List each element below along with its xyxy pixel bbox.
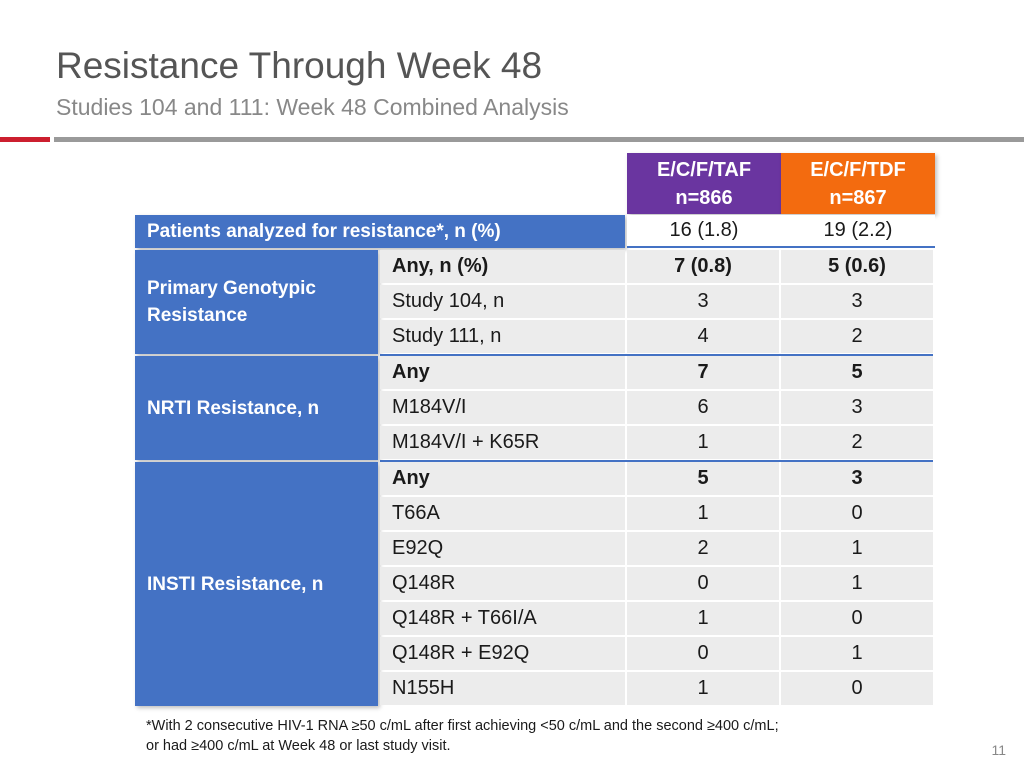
table-row-label: Any, n (%) — [380, 250, 625, 283]
table-cell-taf: 2 — [627, 532, 779, 565]
column-header-tdf-name: E/C/F/TDF — [810, 158, 906, 181]
column-header-tdf-n: n=867 — [829, 186, 887, 209]
table-cell-tdf: 3 — [781, 285, 933, 318]
table-cell-taf: 1 — [627, 497, 779, 530]
table-cell-taf: 7 — [627, 356, 779, 389]
group-divider — [380, 354, 933, 356]
group-label-primary-genotypic: Primary Genotypic Resistance — [135, 250, 378, 354]
title-rule — [54, 137, 1024, 142]
table-cell-tdf: 0 — [781, 602, 933, 635]
table-cell-taf: 3 — [627, 285, 779, 318]
page-number: 11 — [991, 742, 1006, 758]
table-cell-tdf: 2 — [781, 320, 933, 353]
table-row-label: Study 111, n — [380, 320, 625, 353]
table-cell-taf: 0 — [627, 567, 779, 600]
table-cell-taf: 4 — [627, 320, 779, 353]
table-cell-tdf: 1 — [781, 637, 933, 670]
table-row-label: Q148R + T66I/A — [380, 602, 625, 635]
table-cell-taf: 1 — [627, 672, 779, 705]
table-row-label: M184V/I + K65R — [380, 426, 625, 459]
table-row-label: Any — [380, 356, 625, 389]
table-cell-tdf: 3 — [781, 391, 933, 424]
patients-analyzed-label: Patients analyzed for resistance*, n (%) — [135, 215, 625, 248]
page-subtitle: Studies 104 and 111: Week 48 Combined An… — [56, 94, 569, 120]
column-header-tdf: E/C/F/TDF n=867 — [781, 153, 935, 214]
table-cell-tdf: 1 — [781, 567, 933, 600]
table-cell-tdf: 3 — [781, 462, 933, 495]
table-cell-taf: 1 — [627, 602, 779, 635]
table-cell-taf: 5 — [627, 462, 779, 495]
table-cell-taf: 7 (0.8) — [627, 250, 779, 283]
table-row-label: T66A — [380, 497, 625, 530]
column-header-taf-n: n=866 — [675, 186, 733, 209]
table-cell-tdf: 2 — [781, 426, 933, 459]
patients-analyzed-tdf: 19 (2.2) — [781, 215, 935, 248]
column-header-taf-name: E/C/F/TAF — [656, 158, 752, 181]
table-row-label: Q148R — [380, 567, 625, 600]
table-row-label: E92Q — [380, 532, 625, 565]
table-row-label: Study 104, n — [380, 285, 625, 318]
group-divider — [380, 460, 933, 462]
footnote-line: *With 2 consecutive HIV-1 RNA ≥50 c/mL a… — [146, 718, 779, 734]
table-cell-tdf: 0 — [781, 497, 933, 530]
table-cell-tdf: 5 — [781, 356, 933, 389]
group-label-nrti: NRTI Resistance, n — [135, 356, 378, 460]
table-cell-tdf: 5 (0.6) — [781, 250, 933, 283]
table-cell-taf: 1 — [627, 426, 779, 459]
patients-analyzed-taf: 16 (1.8) — [627, 215, 781, 248]
table-row-label: M184V/I — [380, 391, 625, 424]
group-label-insti: INSTI Resistance, n — [135, 462, 378, 706]
footnote: *With 2 consecutive HIV-1 RNA ≥50 c/mL a… — [146, 716, 779, 756]
table-row-label: N155H — [380, 672, 625, 705]
footnote-line: or had ≥400 c/mL at Week 48 or last stud… — [146, 738, 451, 754]
table-cell-taf: 0 — [627, 637, 779, 670]
table-cell-taf: 6 — [627, 391, 779, 424]
table-cell-tdf: 1 — [781, 532, 933, 565]
table-cell-tdf: 0 — [781, 672, 933, 705]
table-row-label: Q148R + E92Q — [380, 637, 625, 670]
table-row-label: Any — [380, 462, 625, 495]
page-title: Resistance Through Week 48 — [56, 45, 543, 86]
title-rule-accent — [0, 137, 50, 142]
column-header-taf: E/C/F/TAF n=866 — [627, 153, 781, 214]
